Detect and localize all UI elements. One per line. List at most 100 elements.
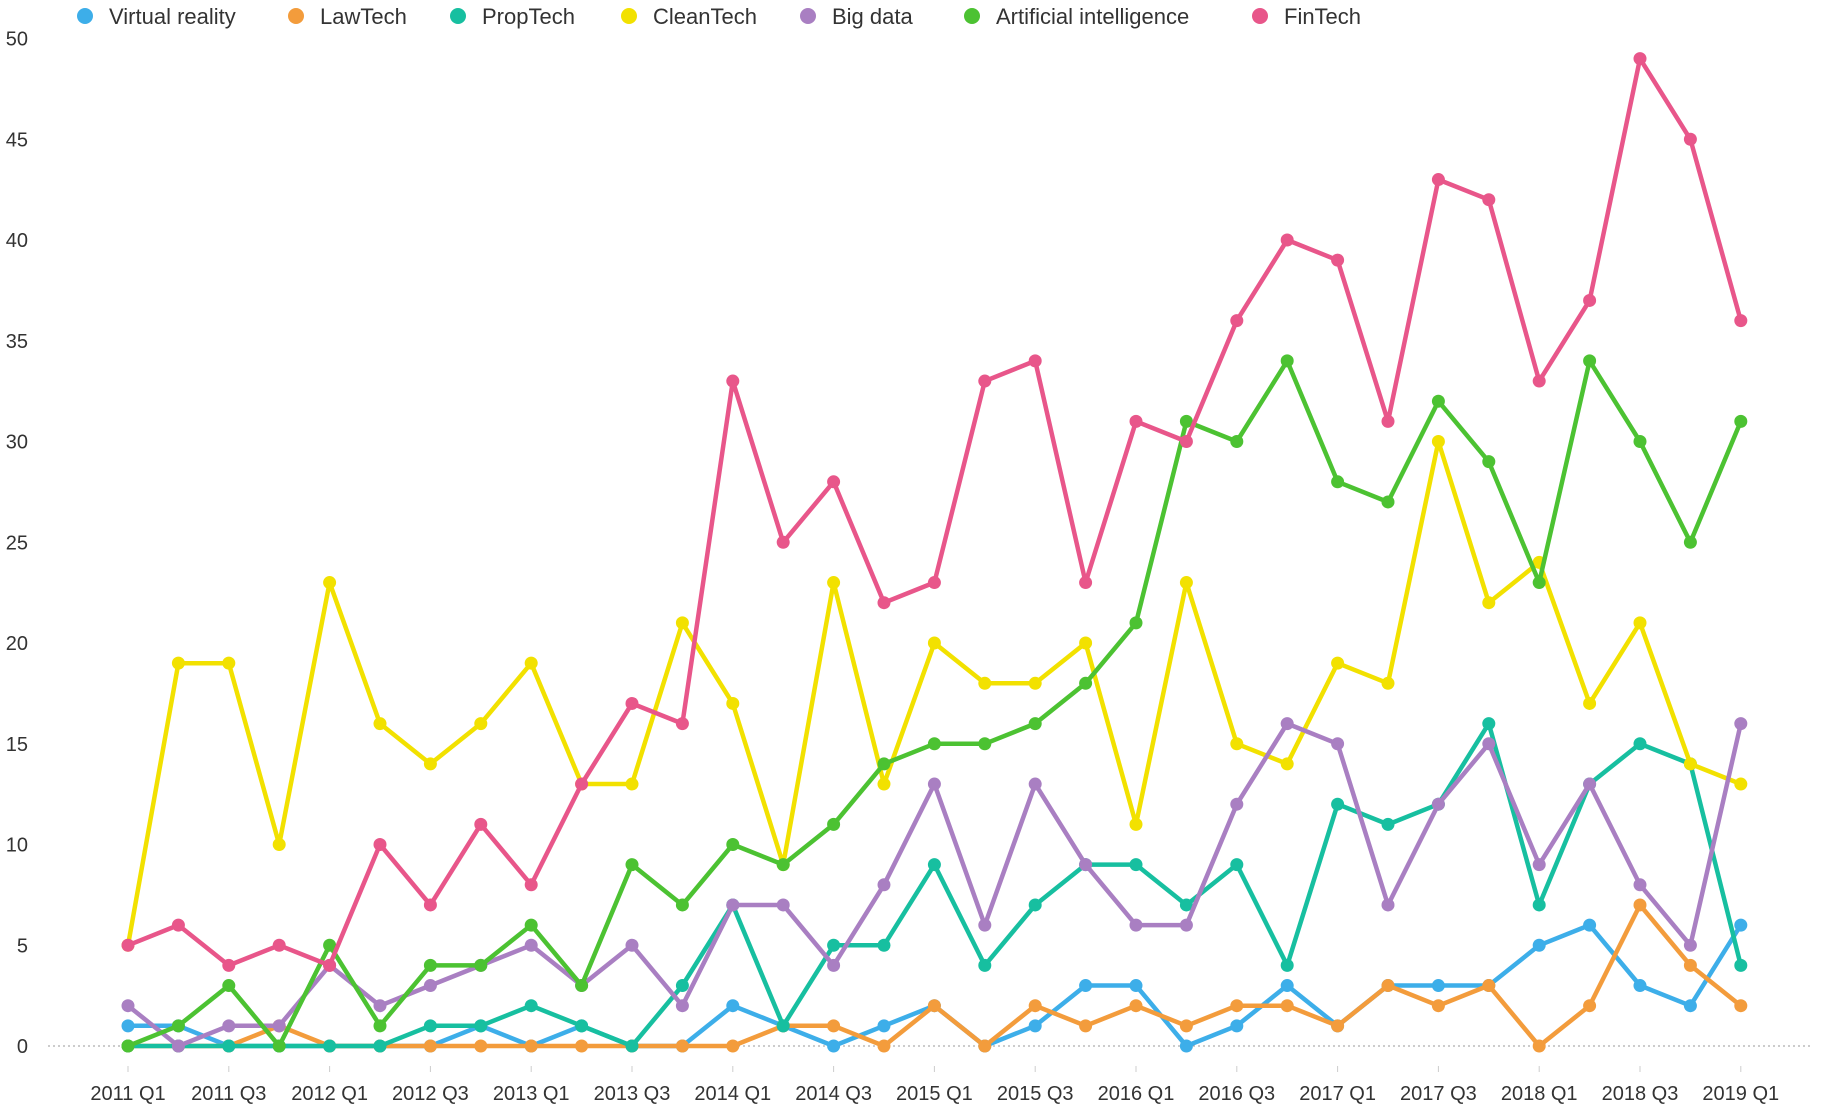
data-point[interactable] (877, 596, 891, 610)
data-point[interactable] (776, 858, 790, 872)
data-point[interactable] (978, 1039, 992, 1053)
data-point[interactable] (877, 777, 891, 791)
data-point[interactable] (423, 1039, 437, 1053)
data-point[interactable] (978, 737, 992, 751)
data-point[interactable] (1230, 314, 1244, 328)
data-point[interactable] (1079, 576, 1093, 590)
data-point[interactable] (1734, 999, 1748, 1013)
data-point[interactable] (575, 1039, 589, 1053)
data-point[interactable] (323, 938, 337, 952)
data-point[interactable] (1230, 435, 1244, 448)
data-point[interactable] (1633, 737, 1647, 751)
data-point[interactable] (423, 757, 437, 771)
data-point[interactable] (1431, 999, 1445, 1013)
data-point[interactable] (776, 535, 790, 549)
data-point[interactable] (1079, 979, 1093, 993)
data-point[interactable] (1331, 737, 1345, 751)
data-point[interactable] (272, 938, 286, 952)
data-point[interactable] (927, 636, 941, 650)
data-point[interactable] (625, 938, 639, 952)
data-point[interactable] (927, 999, 941, 1013)
data-point[interactable] (927, 777, 941, 791)
data-point[interactable] (1633, 616, 1647, 630)
data-point[interactable] (121, 999, 135, 1013)
data-point[interactable] (1734, 958, 1748, 972)
data-point[interactable] (1734, 717, 1748, 731)
data-point[interactable] (171, 918, 185, 932)
data-point[interactable] (1079, 1019, 1093, 1033)
data-point[interactable] (1028, 1019, 1042, 1033)
data-point[interactable] (1129, 817, 1143, 831)
data-point[interactable] (1079, 636, 1093, 650)
data-point[interactable] (1028, 777, 1042, 791)
data-point[interactable] (1179, 898, 1193, 912)
data-point[interactable] (827, 1039, 841, 1053)
data-point[interactable] (1532, 938, 1546, 952)
data-point[interactable] (1129, 979, 1143, 993)
data-point[interactable] (323, 958, 337, 972)
data-point[interactable] (1280, 979, 1294, 993)
data-point[interactable] (1129, 616, 1143, 630)
legend-item[interactable]: LawTech (288, 4, 407, 29)
data-point[interactable] (1331, 797, 1345, 811)
data-point[interactable] (726, 696, 740, 710)
data-point[interactable] (625, 1039, 639, 1053)
data-point[interactable] (121, 1039, 135, 1053)
data-point[interactable] (877, 1019, 891, 1033)
data-point[interactable] (1079, 858, 1093, 872)
data-point[interactable] (827, 475, 841, 489)
data-point[interactable] (1230, 1019, 1244, 1033)
data-point[interactable] (1129, 999, 1143, 1013)
data-point[interactable] (1633, 52, 1647, 66)
data-point[interactable] (726, 898, 740, 912)
data-point[interactable] (575, 979, 589, 993)
data-point[interactable] (827, 958, 841, 972)
data-point[interactable] (827, 576, 841, 590)
data-point[interactable] (474, 958, 488, 972)
data-point[interactable] (1280, 999, 1294, 1013)
data-point[interactable] (423, 958, 437, 972)
data-point[interactable] (524, 999, 538, 1013)
data-point[interactable] (373, 999, 387, 1013)
data-point[interactable] (575, 777, 589, 791)
data-point[interactable] (272, 838, 286, 851)
data-point[interactable] (373, 838, 387, 851)
data-point[interactable] (1532, 858, 1546, 872)
legend-item[interactable]: CleanTech (621, 4, 757, 29)
data-point[interactable] (1482, 737, 1496, 751)
data-point[interactable] (423, 898, 437, 912)
data-point[interactable] (1280, 233, 1294, 247)
data-point[interactable] (1633, 979, 1647, 993)
data-point[interactable] (776, 898, 790, 912)
data-point[interactable] (323, 1039, 337, 1053)
data-point[interactable] (1431, 979, 1445, 993)
data-point[interactable] (1482, 717, 1496, 731)
data-point[interactable] (675, 616, 689, 630)
data-point[interactable] (474, 1039, 488, 1053)
data-point[interactable] (524, 656, 538, 670)
data-point[interactable] (1230, 737, 1244, 751)
data-point[interactable] (222, 1039, 236, 1053)
data-point[interactable] (1280, 354, 1294, 368)
data-point[interactable] (1482, 193, 1496, 207)
data-point[interactable] (625, 696, 639, 710)
data-point[interactable] (474, 1019, 488, 1033)
data-point[interactable] (373, 1019, 387, 1033)
data-point[interactable] (373, 717, 387, 731)
data-point[interactable] (675, 999, 689, 1013)
data-point[interactable] (1532, 374, 1546, 388)
data-point[interactable] (1028, 717, 1042, 731)
data-point[interactable] (1179, 1039, 1193, 1053)
data-point[interactable] (1028, 354, 1042, 368)
data-point[interactable] (1129, 858, 1143, 872)
data-point[interactable] (1431, 435, 1445, 448)
data-point[interactable] (726, 1039, 740, 1053)
data-point[interactable] (1482, 979, 1496, 993)
data-point[interactable] (625, 858, 639, 872)
data-point[interactable] (927, 576, 941, 590)
data-point[interactable] (1179, 435, 1193, 448)
data-point[interactable] (1381, 495, 1395, 509)
data-point[interactable] (171, 656, 185, 670)
data-point[interactable] (1431, 394, 1445, 408)
data-point[interactable] (524, 918, 538, 932)
